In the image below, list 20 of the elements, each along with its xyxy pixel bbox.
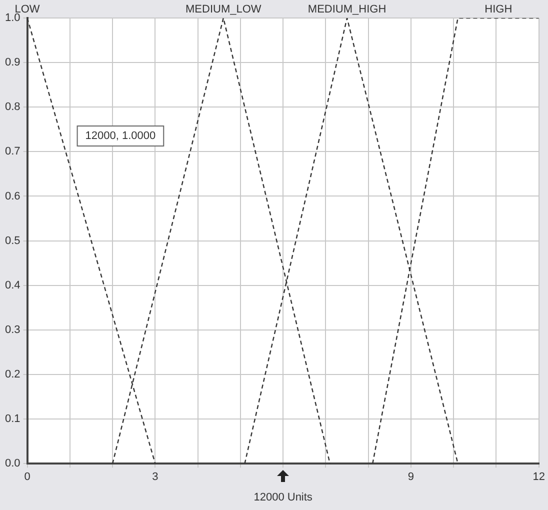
y-tick-label: 0.3	[4, 324, 20, 336]
y-tick-label: 0.0	[4, 458, 20, 470]
y-tick-label: 0.9	[4, 56, 20, 69]
y-tick-label: 0.4	[4, 279, 20, 292]
x-tick-label: 0	[24, 471, 30, 484]
y-tick-label: 0.7	[4, 146, 20, 158]
x-tick-label: 3	[152, 471, 158, 484]
series-label: HIGH	[484, 4, 512, 16]
x-tick-label: 12	[532, 471, 546, 484]
y-tick-label: 0.8	[4, 101, 20, 114]
y-tick-label: 0.1	[4, 413, 20, 426]
y-tick-label: 0.6	[4, 190, 20, 202]
x-axis-title: 12000 Units	[254, 491, 313, 504]
y-tick-label: 0.5	[4, 234, 20, 247]
x-tick-label: 9	[408, 471, 414, 484]
series-label: MEDIUM_LOW	[186, 4, 262, 16]
y-tick-label: 1.0	[4, 12, 20, 24]
annotation: 12000, 1.0000	[85, 130, 156, 142]
y-tick-label: 0.2	[4, 368, 20, 381]
series-label: MEDIUM_HIGH	[308, 4, 386, 16]
